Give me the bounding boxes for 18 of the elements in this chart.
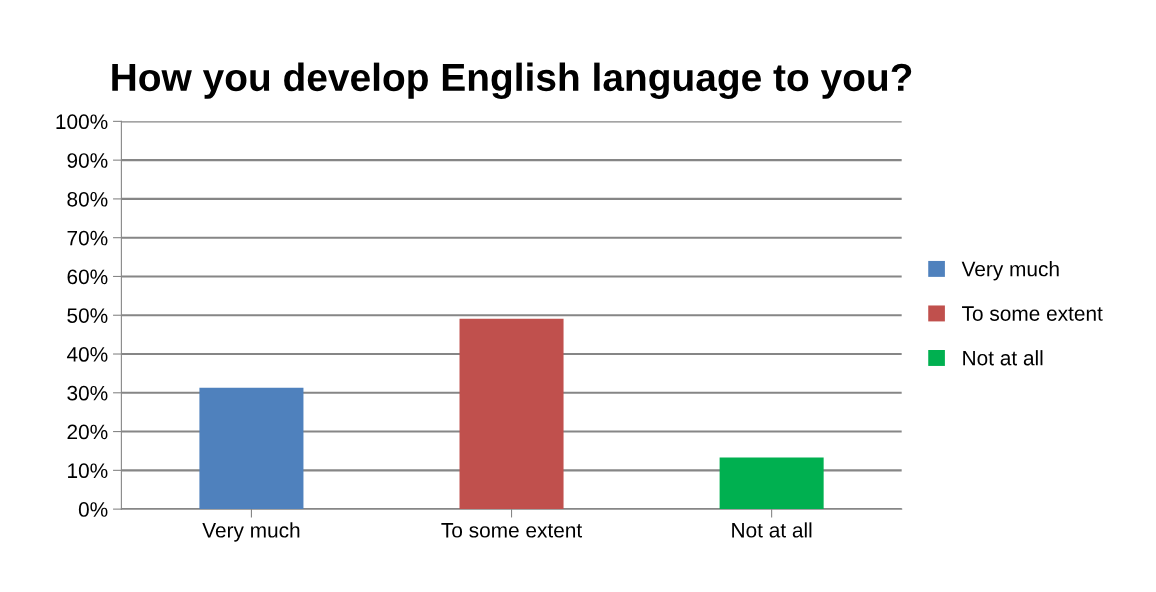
x-tick-label: Not at all	[732, 522, 812, 538]
y-tick-label: 40%	[66, 347, 108, 362]
y-tick-label: 80%	[67, 191, 108, 207]
y-tick-label: 70%	[67, 230, 108, 246]
x-tick-label: To some extent	[441, 523, 583, 538]
y-tick-label: 60%	[67, 269, 108, 285]
legend-label: To some extent	[962, 306, 1103, 321]
x-tick-label: Very much	[202, 522, 300, 542]
y-tick-label: 20%	[67, 424, 108, 440]
legend-label: Very much	[961, 261, 1059, 281]
y-tick-label: 0%	[78, 502, 108, 517]
y-tick-label: 50%	[67, 308, 108, 323]
y-tick-label: 100%	[56, 114, 108, 130]
chart-title: How you develop English language to you?	[112, 62, 912, 100]
y-tick-label: 30%	[67, 385, 108, 401]
y-tick-label: 90%	[67, 153, 108, 168]
y-tick-label: 10%	[68, 463, 108, 479]
legend-label: Not at all	[963, 350, 1043, 366]
